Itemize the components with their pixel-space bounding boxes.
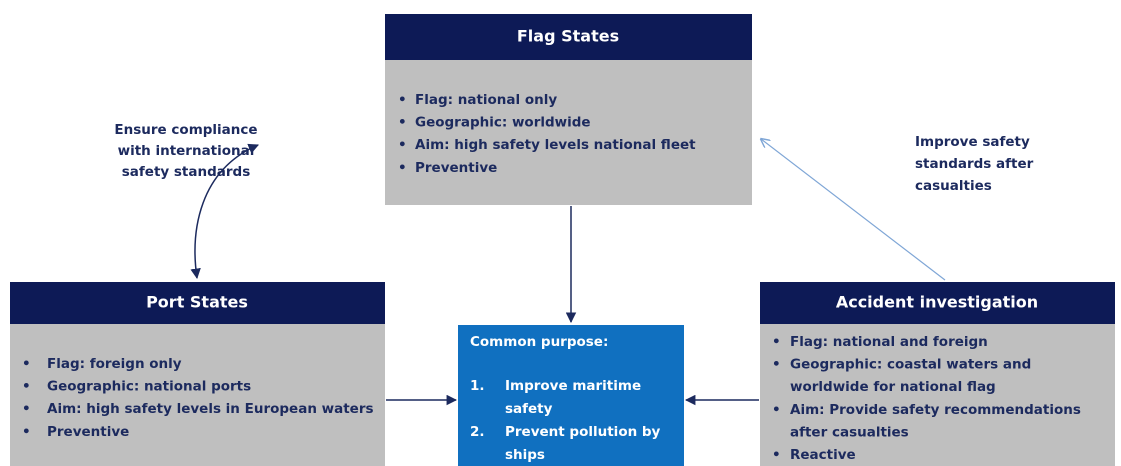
bullet: • xyxy=(772,402,781,418)
bullet: • xyxy=(22,379,31,395)
bullet: • xyxy=(398,92,407,108)
bullet: • xyxy=(22,356,31,372)
bullet: • xyxy=(22,424,31,440)
purpose-text: ships xyxy=(505,447,545,463)
node-title: Flag States xyxy=(517,27,619,46)
bullet-text: Flag: national and foreign xyxy=(790,334,988,350)
purpose-title: Common purpose: xyxy=(470,334,608,350)
label: with international xyxy=(118,143,255,159)
label: standards after xyxy=(915,156,1034,172)
node-title: Port States xyxy=(146,293,248,312)
bullet: • xyxy=(398,160,407,176)
label: Improve safety xyxy=(915,134,1030,150)
bullet-text: Aim: high safety levels national fleet xyxy=(415,137,696,153)
bullet: • xyxy=(398,115,407,131)
bullet: • xyxy=(772,447,781,463)
bullet-text: Aim: Provide safety recommendations xyxy=(790,402,1081,418)
node-title: Accident investigation xyxy=(836,293,1038,312)
header xyxy=(10,282,385,324)
label: safety standards xyxy=(122,164,250,180)
box xyxy=(10,324,385,466)
purpose-number: 2. xyxy=(470,424,485,440)
bullet-text: Preventive xyxy=(47,424,129,440)
purpose-text: Improve maritime xyxy=(505,378,641,394)
bullet-text: after casualties xyxy=(790,424,909,440)
bullet: • xyxy=(22,401,31,417)
box xyxy=(760,324,1115,466)
purpose-text: safety xyxy=(505,401,553,417)
bullet: • xyxy=(772,334,781,350)
arrow xyxy=(190,143,259,280)
purpose-box xyxy=(458,325,684,466)
bullet-text: Geographic: coastal waters and xyxy=(790,357,1031,373)
arrow xyxy=(761,139,946,281)
purpose-number: 1. xyxy=(470,378,485,394)
purpose-text: Prevent pollution by xyxy=(505,424,661,440)
bullet-text: worldwide for national flag xyxy=(790,379,996,395)
box xyxy=(385,60,752,205)
bullet-text: Aim: high safety levels in European wate… xyxy=(47,401,374,417)
bullet-text: Flag: foreign only xyxy=(47,356,182,372)
label: Ensure compliance xyxy=(114,122,257,138)
label: casualties xyxy=(915,178,992,194)
bullet-text: Geographic: national ports xyxy=(47,379,251,395)
header xyxy=(385,14,752,60)
bullet-text: Geographic: worldwide xyxy=(415,115,591,131)
bullet: • xyxy=(398,137,407,153)
bullet-text: Preventive xyxy=(415,160,497,176)
bullet-text: Flag: national only xyxy=(415,92,557,108)
header xyxy=(760,282,1115,324)
bullet-text: Reactive xyxy=(790,447,856,463)
bullet: • xyxy=(772,357,781,373)
